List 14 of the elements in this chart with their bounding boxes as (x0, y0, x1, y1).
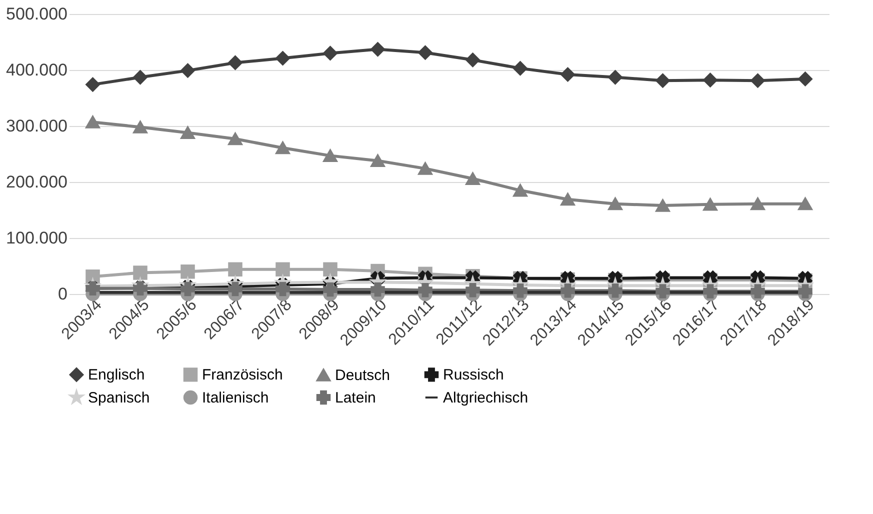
legend-label: Deutsch (335, 367, 390, 384)
y-tick-label: 500.000 (6, 4, 68, 24)
legend-label: Altgriechisch (443, 390, 528, 406)
legend-label: Italienisch (202, 390, 269, 406)
y-tick-label: 100.000 (6, 228, 68, 248)
y-tick-label: 200.000 (6, 172, 68, 192)
legend-label: Spanisch (88, 390, 150, 406)
y-tick-label: 300.000 (6, 116, 68, 136)
y-tick-label: 0 (58, 284, 68, 304)
legend-label: Französisch (202, 366, 283, 384)
legend-label: Englisch (88, 366, 145, 384)
legend-label: Russisch (443, 366, 504, 384)
legend-label: Latein (335, 390, 376, 406)
y-tick-label: 400.000 (6, 60, 68, 80)
